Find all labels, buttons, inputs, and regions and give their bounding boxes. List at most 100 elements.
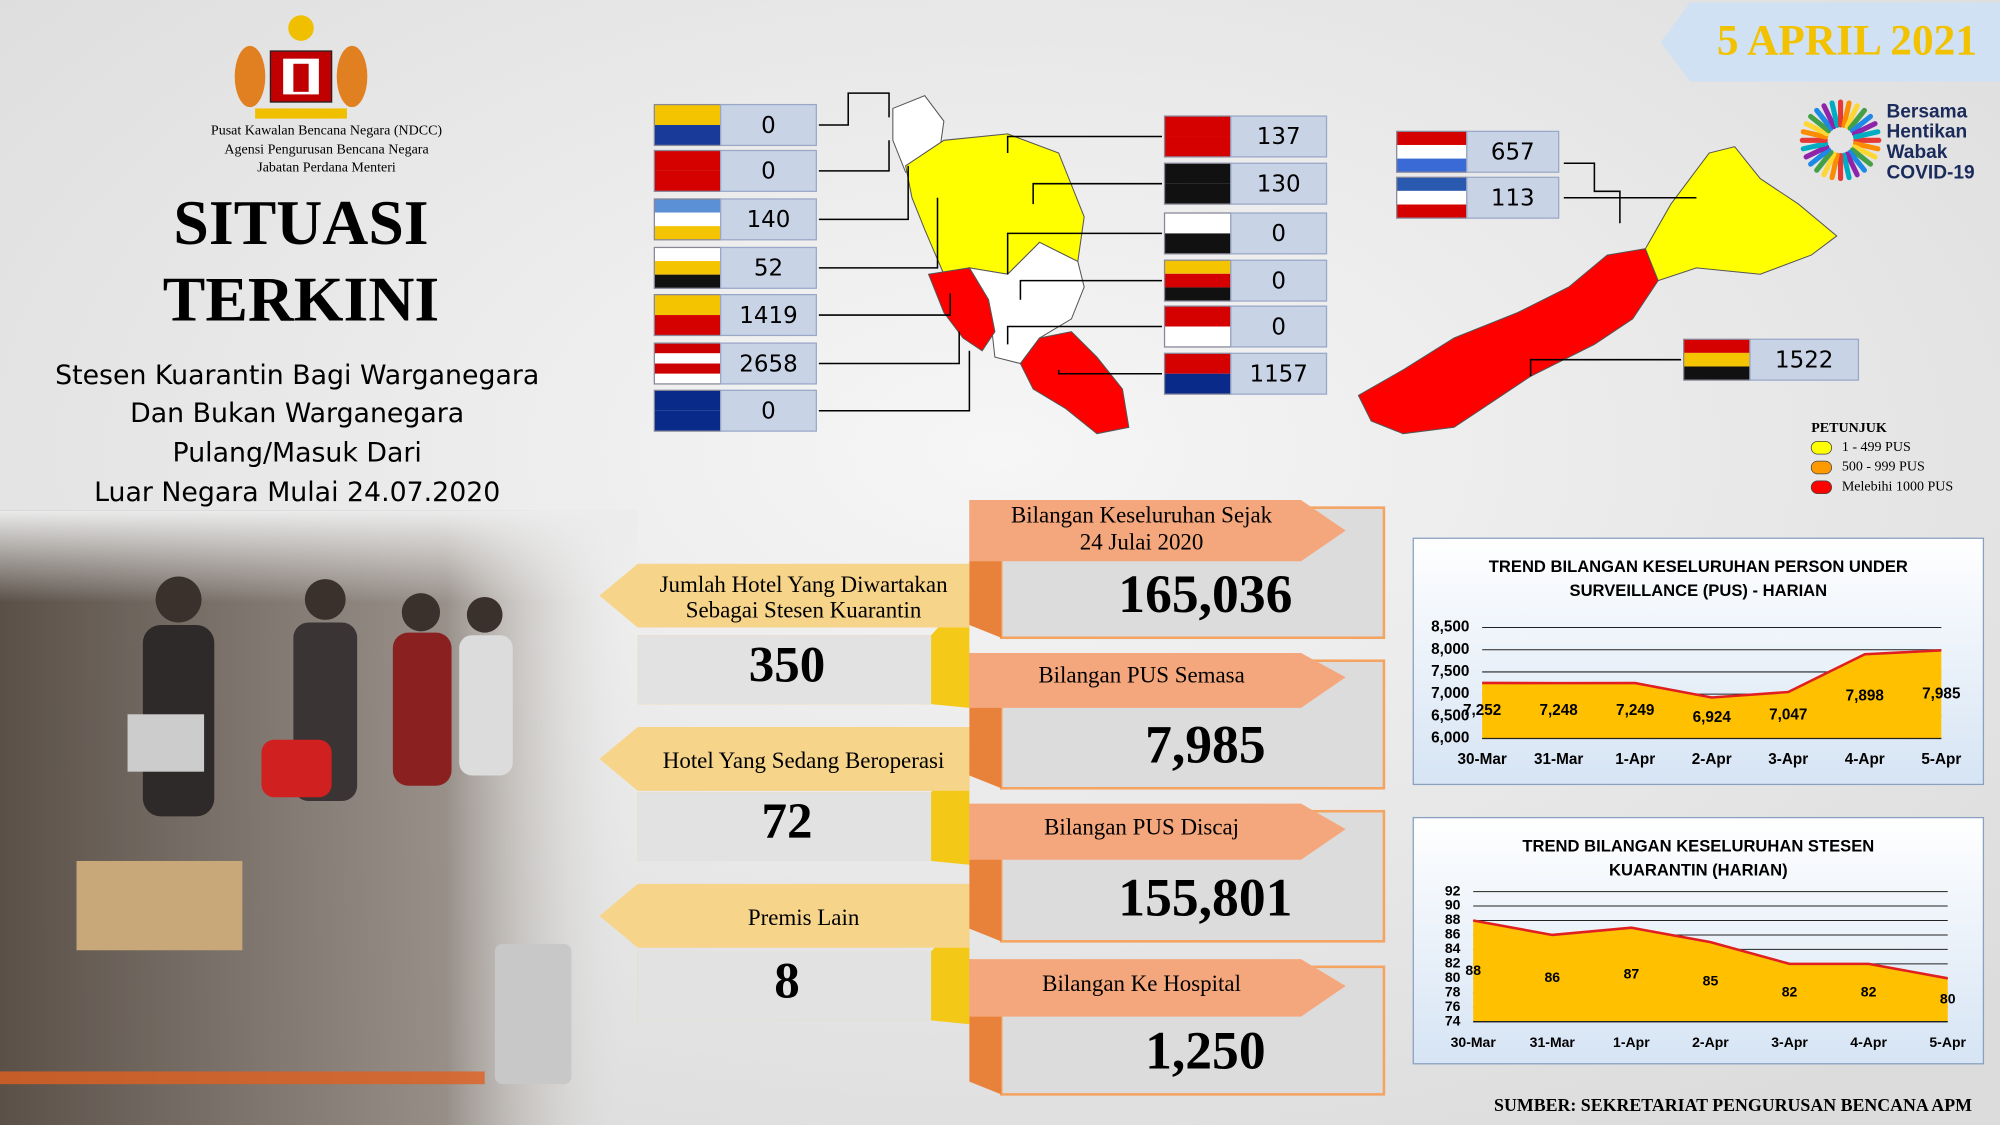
flag-stripe (654, 170, 721, 192)
x-tick-label: 31-Mar (1530, 1034, 1576, 1050)
flag-stripe (1164, 163, 1231, 184)
state-value: 0 (761, 159, 776, 185)
title-line: TERKINI (163, 264, 439, 335)
x-tick-label: 5-Apr (1929, 1034, 1966, 1050)
agency-line: Agensi Pengurusan Bencana Negara (224, 142, 429, 158)
flag-stripe (1164, 260, 1231, 274)
x-tick-label: 4-Apr (1845, 751, 1885, 768)
legend-swatch (1810, 440, 1833, 455)
chart-title: TREND BILANGAN KESELURUHAN PERSON UNDER (1489, 557, 1908, 576)
flag-stripe (1164, 273, 1231, 288)
value-box (720, 342, 817, 385)
flag-stripe (1164, 287, 1231, 302)
hotel-label-ribbon (599, 883, 970, 948)
airport-photo (0, 510, 638, 1125)
data-label: 6,924 (1693, 709, 1732, 726)
charts: TREND BILANGAN KESELURUHAN PERSON UNDER S… (1412, 537, 1985, 1065)
value-box (1466, 130, 1560, 173)
y-tick-label: 7,500 (1431, 663, 1469, 680)
y-tick-label: 6,000 (1431, 730, 1469, 747)
legend: PETUNJUK 1 - 499 PUS 500 - 999 PUS Melebihi… (1810, 420, 1953, 494)
flag-stripe (1396, 131, 1467, 145)
value-box (720, 103, 817, 147)
y-tick-label: 8,500 (1431, 619, 1469, 636)
burst-ray (1851, 144, 1878, 160)
value-box (720, 389, 817, 432)
data-label: 80 (1940, 991, 1956, 1007)
pus-label-ribbon (969, 803, 1346, 860)
campaign-text: Bersama (1886, 101, 1967, 122)
y-tick-label: 78 (1445, 983, 1461, 999)
hotel-value-box (637, 951, 932, 1021)
state-value: 657 (1491, 140, 1535, 166)
burst-ray (1803, 144, 1830, 160)
burst-ray (1852, 141, 1881, 152)
burst-ray (1844, 103, 1860, 130)
state-value: 1157 (1250, 361, 1308, 387)
burst-ray (1841, 100, 1852, 128)
data-label: 82 (1861, 983, 1877, 999)
source: SUMBER: SEKRETARIAT PENGURUSAN BENCANA A… (1494, 1095, 1972, 1115)
state-value: 1419 (739, 303, 797, 329)
state-value: 2658 (739, 351, 797, 377)
flag-stripe (654, 294, 721, 316)
hotel-label-ribbon (599, 563, 970, 628)
data-label: 7,898 (1846, 687, 1885, 704)
campaign-text: COVID-19 (1886, 163, 1974, 184)
x-tick-label: 30-Mar (1457, 751, 1506, 768)
hotel-value-box (637, 792, 932, 861)
data-label: 7,047 (1769, 706, 1807, 723)
state-value: 137 (1257, 124, 1301, 150)
x-tick-label: 2-Apr (1692, 751, 1732, 768)
burst-ray (1821, 151, 1837, 178)
hotel-label-ribbon (599, 727, 970, 791)
value-box (1466, 176, 1560, 219)
y-tick-label: 84 (1445, 940, 1461, 956)
campaign-text: Wabak (1886, 142, 1947, 163)
y-tick-label: 86 (1445, 926, 1461, 942)
legend-title: PETUNJUK (1811, 420, 1887, 436)
value-box (720, 149, 817, 192)
x-tick-label: 3-Apr (1771, 1034, 1808, 1050)
flag-stripe (1164, 183, 1231, 205)
state-value: 0 (761, 113, 776, 139)
data-label: 87 (1624, 965, 1640, 981)
legend-swatch (1810, 460, 1833, 475)
campaign-logo (1799, 99, 1882, 182)
pus-label-ribbon (969, 959, 1346, 1017)
value-box (1230, 162, 1328, 205)
hotel-label: Sebagai Stesen Kuarantin (686, 598, 922, 623)
subtitle-line: Stesen Kuarantin Bagi Warganegara (55, 360, 539, 391)
y-tick-label: 76 (1445, 998, 1461, 1014)
burst-ray (1800, 141, 1829, 152)
x-tick-label: 30-Mar (1451, 1034, 1497, 1050)
state-value: 52 (754, 256, 783, 282)
data-label: 7,985 (1922, 686, 1961, 703)
pus-value: 155,801 (1118, 867, 1292, 927)
state-value: 0 (1271, 314, 1286, 340)
state-value: 140 (747, 207, 791, 233)
flag-stripe (654, 410, 721, 432)
area-fill (1473, 920, 1948, 1022)
flag-stripe (1164, 373, 1231, 395)
hotel-value: 72 (761, 794, 812, 850)
flag-stripe (1683, 352, 1750, 367)
state-value: 1522 (1775, 347, 1833, 373)
subtitle-line: Luar Negara Mulai 24.07.2020 (94, 477, 500, 508)
data-label: 88 (1465, 962, 1481, 978)
flag-stripe (1396, 177, 1467, 191)
y-tick-label: 88 (1445, 911, 1461, 927)
y-tick-label: 6,500 (1431, 707, 1469, 724)
value-box (1230, 305, 1328, 348)
coat-of-arms (234, 15, 368, 119)
burst-ray (1808, 147, 1832, 167)
y-tick-label: 82 (1445, 955, 1461, 971)
data-label: 7,248 (1540, 702, 1579, 719)
x-tick-label: 31-Mar (1534, 751, 1583, 768)
flag-stripe (1164, 353, 1231, 374)
pus-label-ribbon (969, 500, 1346, 562)
date: 5 APRIL 2021 (1717, 17, 1977, 65)
